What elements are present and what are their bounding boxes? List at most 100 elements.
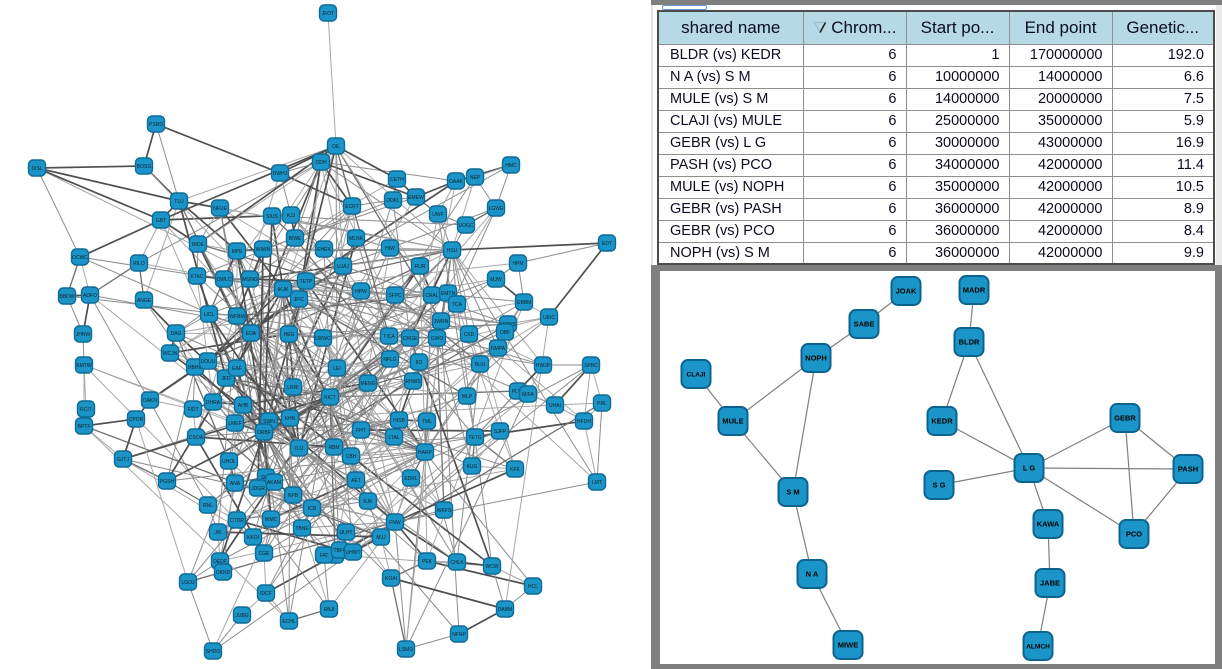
svg-text:UHWT: UHWT: [346, 550, 361, 556]
svg-text:LICL: LICL: [204, 312, 215, 318]
svg-text:SIUS: SIUS: [266, 214, 278, 220]
svg-text:NEP: NEP: [470, 175, 481, 181]
svg-text:GJTJ: GJTJ: [117, 457, 129, 463]
svg-text:SJFP: SJFP: [494, 429, 507, 435]
svg-text:FHT: FHT: [356, 428, 366, 434]
svg-text:HIW: HIW: [385, 246, 395, 252]
svg-text:MIWE: MIWE: [838, 641, 858, 650]
svg-text:HFDH: HFDH: [577, 419, 591, 425]
svg-text:MJW: MJW: [490, 277, 502, 283]
svg-text:EMTN: EMTN: [441, 291, 456, 297]
svg-text:MIFA: MIFA: [522, 392, 534, 398]
svg-text:WCW: WCW: [485, 564, 498, 570]
svg-text:MGNG: MGNG: [242, 277, 258, 283]
svg-text:JFOT: JFOT: [322, 11, 335, 17]
svg-text:BLDR: BLDR: [959, 338, 980, 347]
svg-text:KFK: KFK: [510, 467, 520, 473]
svg-text:OAAK: OAAK: [449, 179, 464, 185]
svg-text:LGOJ: LGOJ: [181, 580, 195, 586]
svg-text:S G: S G: [933, 481, 946, 490]
svg-text:ANGE: ANGE: [137, 298, 152, 304]
svg-text:PGSH: PGSH: [160, 479, 175, 485]
svg-text:JABE: JABE: [1040, 579, 1060, 588]
svg-text:JFIC: JFIC: [294, 297, 305, 303]
svg-text:HWJP: HWJP: [536, 363, 551, 369]
svg-text:ECHL: ECHL: [282, 619, 296, 625]
svg-text:RNL: RNL: [203, 503, 213, 509]
svg-text:TBFU: TBFU: [333, 548, 346, 554]
svg-text:DISL: DISL: [31, 166, 42, 172]
svg-text:PRL: PRL: [597, 401, 607, 407]
svg-text:EAF: EAF: [232, 366, 242, 372]
svg-text:OWLC: OWLC: [217, 277, 232, 283]
svg-text:S M: S M: [786, 488, 799, 497]
svg-text:ULHT: ULHT: [339, 530, 352, 536]
svg-text:UOGC: UOGC: [459, 223, 474, 229]
svg-text:FIDT: FIDT: [187, 407, 198, 413]
svg-text:LSMD: LSMD: [399, 647, 413, 653]
svg-text:GBBM: GBBM: [517, 300, 532, 306]
svg-text:CETH: CETH: [390, 177, 404, 183]
svg-text:UWF: UWF: [432, 212, 443, 218]
svg-text:UJAJ: UJAJ: [337, 264, 349, 270]
svg-text:CTDR: CTDR: [230, 518, 244, 524]
svg-text:AKAM: AKAM: [267, 480, 281, 486]
svg-text:HISB: HISB: [393, 418, 405, 424]
svg-text:PSRD: PSRD: [149, 122, 163, 128]
svg-text:EMEW: EMEW: [408, 195, 424, 201]
svg-text:IDCF: IDCF: [260, 591, 272, 597]
svg-text:KTAC: KTAC: [191, 274, 204, 280]
svg-text:KUG: KUG: [467, 464, 478, 470]
svg-text:JOAK: JOAK: [896, 287, 917, 296]
svg-text:JWRN: JWRN: [434, 319, 449, 325]
svg-text:MULE: MULE: [722, 417, 743, 426]
svg-text:OCWC: OCWC: [72, 255, 88, 261]
svg-text:TICA: TICA: [383, 334, 395, 340]
svg-text:OKND: OKND: [216, 570, 231, 576]
svg-text:DWHJ: DWHJ: [273, 171, 288, 177]
svg-text:LMT: LMT: [592, 480, 602, 486]
svg-text:HPW: HPW: [355, 289, 367, 295]
svg-text:TETP: TETP: [300, 279, 313, 285]
svg-text:RBJI: RBJI: [324, 607, 335, 613]
svg-text:LRRI: LRRI: [287, 385, 298, 391]
svg-text:PLTR: PLTR: [512, 389, 525, 395]
svg-text:WMC: WMC: [265, 517, 278, 523]
svg-text:MJJ: MJJ: [376, 535, 386, 541]
svg-text:HSU: HSU: [447, 248, 458, 254]
svg-text:SABE: SABE: [854, 320, 875, 329]
svg-text:ALMCH: ALMCH: [1026, 644, 1050, 651]
svg-text:KKOI: KKOI: [247, 535, 259, 541]
svg-text:NMPA: NMPA: [491, 346, 506, 352]
svg-text:CGE: CGE: [259, 551, 271, 557]
svg-text:SFPC: SFPC: [388, 293, 402, 299]
svg-text:NPB: NPB: [288, 493, 299, 499]
svg-text:LMEF: LMEF: [228, 421, 241, 427]
svg-text:GWO: GWO: [431, 336, 444, 342]
svg-text:HPM: HPM: [512, 261, 523, 267]
svg-text:TBNE: TBNE: [295, 526, 309, 532]
svg-text:UHOL: UHOL: [222, 459, 236, 465]
svg-text:KAWA: KAWA: [1037, 520, 1060, 529]
svg-text:ODH: ODH: [315, 160, 327, 166]
svg-text:DEDF: DEDF: [213, 559, 227, 565]
svg-text:CPOR: CPOR: [129, 417, 144, 423]
svg-text:RUR: RUR: [415, 264, 426, 270]
svg-text:CBH: CBH: [346, 454, 357, 460]
svg-text:DDKL: DDKL: [386, 198, 400, 204]
svg-text:GEBR: GEBR: [1114, 414, 1136, 423]
svg-text:BBDW: BBDW: [60, 294, 75, 300]
svg-text:ANA: ANA: [230, 481, 241, 487]
svg-text:KJJ: KJJ: [287, 213, 296, 219]
svg-text:KEDR: KEDR: [931, 417, 953, 426]
svg-text:ECRT: ECRT: [345, 204, 359, 210]
svg-text:BPTF: BPTF: [78, 424, 91, 430]
svg-text:EDRL: EDRL: [404, 476, 418, 482]
svg-text:UEIC: UEIC: [543, 315, 555, 321]
svg-text:DRBF: DRBF: [257, 430, 271, 436]
svg-text:UHAI: UHAI: [549, 403, 561, 409]
svg-text:DHRA: DHRA: [206, 400, 221, 406]
svg-text:KICT: KICT: [324, 395, 335, 401]
svg-text:LEI: LEI: [333, 366, 341, 372]
svg-text:GBT: GBT: [156, 218, 166, 224]
